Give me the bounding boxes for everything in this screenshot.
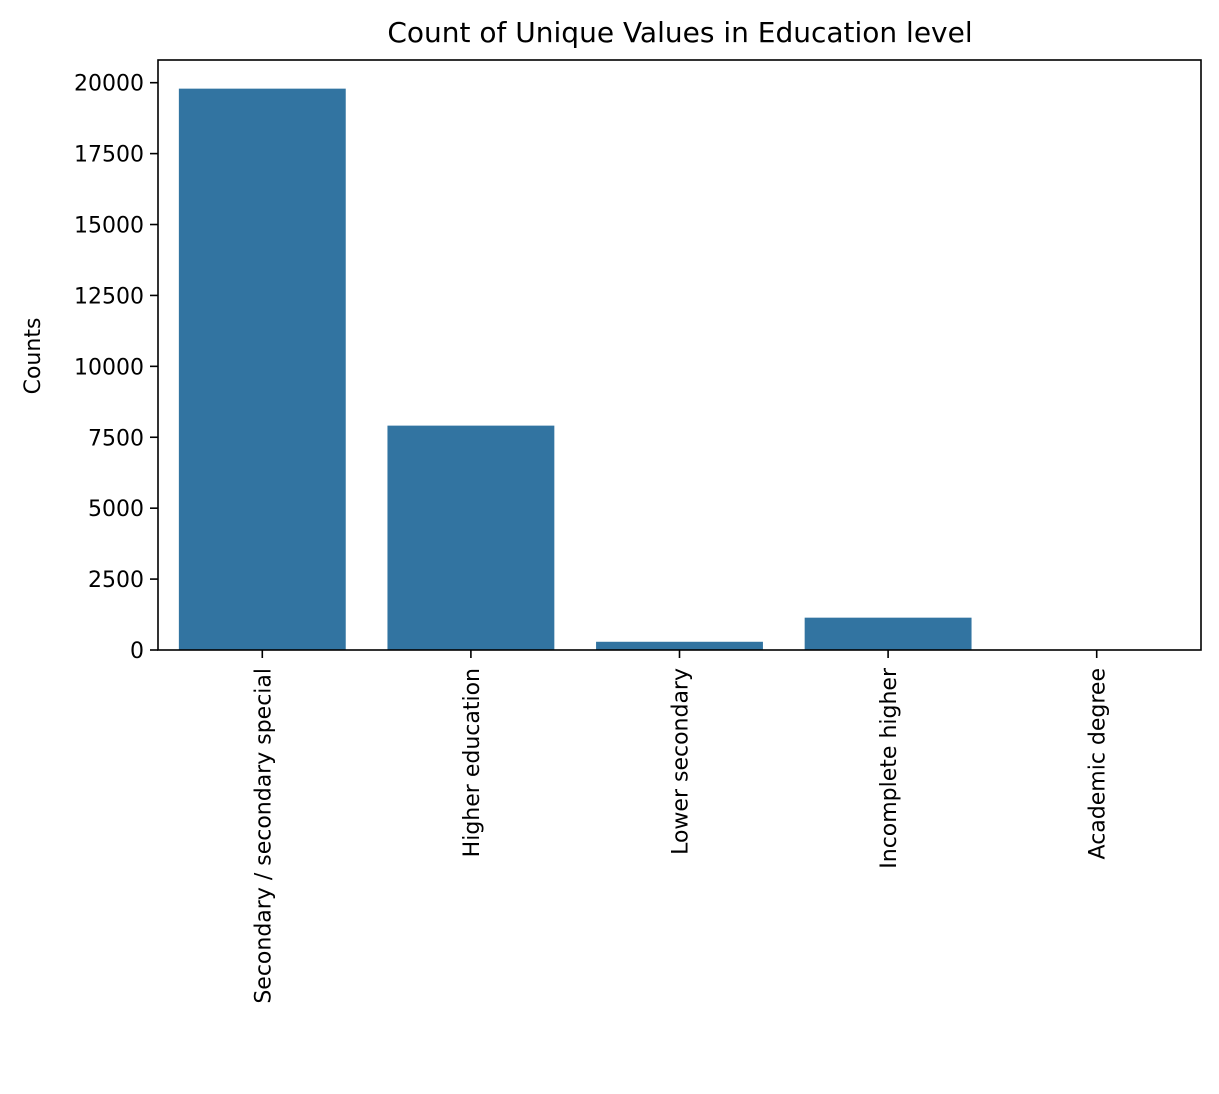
y-axis-label: Counts [21, 318, 46, 395]
x-tick-label-3: Incomplete higher [877, 667, 902, 869]
y-tick-label-3: 7500 [88, 426, 144, 451]
x-tick-label-1: Higher education [460, 668, 485, 857]
bar-3 [804, 617, 972, 650]
bars-group [178, 88, 1181, 650]
y-tick-label-5: 12500 [74, 284, 144, 309]
x-tick-label-4: Academic degree [1086, 668, 1111, 859]
y-tick-label-2: 5000 [88, 497, 144, 522]
y-tick-label-8: 20000 [74, 72, 144, 97]
y-axis: 0 2500 5000 7500 10000 12500 15000 17500 20000 [74, 72, 158, 664]
x-tick-label-0: Secondary / secondary special [251, 668, 276, 1004]
y-tick-label-1: 2500 [88, 568, 144, 593]
x-axis: Secondary / secondary special Higher educ… [251, 650, 1111, 1004]
chart-title: Count of Unique Values in Education leve… [387, 16, 972, 49]
y-tick-label-7: 17500 [74, 143, 144, 168]
y-tick-label-6: 15000 [74, 214, 144, 239]
x-tick-label-2: Lower secondary [669, 668, 694, 855]
y-tick-label-0: 0 [130, 639, 144, 664]
bar-2 [596, 641, 763, 650]
bar-1 [387, 425, 555, 650]
plot-frame [157, 59, 1202, 651]
y-tick-label-4: 10000 [74, 355, 144, 380]
bar-0 [178, 88, 346, 650]
